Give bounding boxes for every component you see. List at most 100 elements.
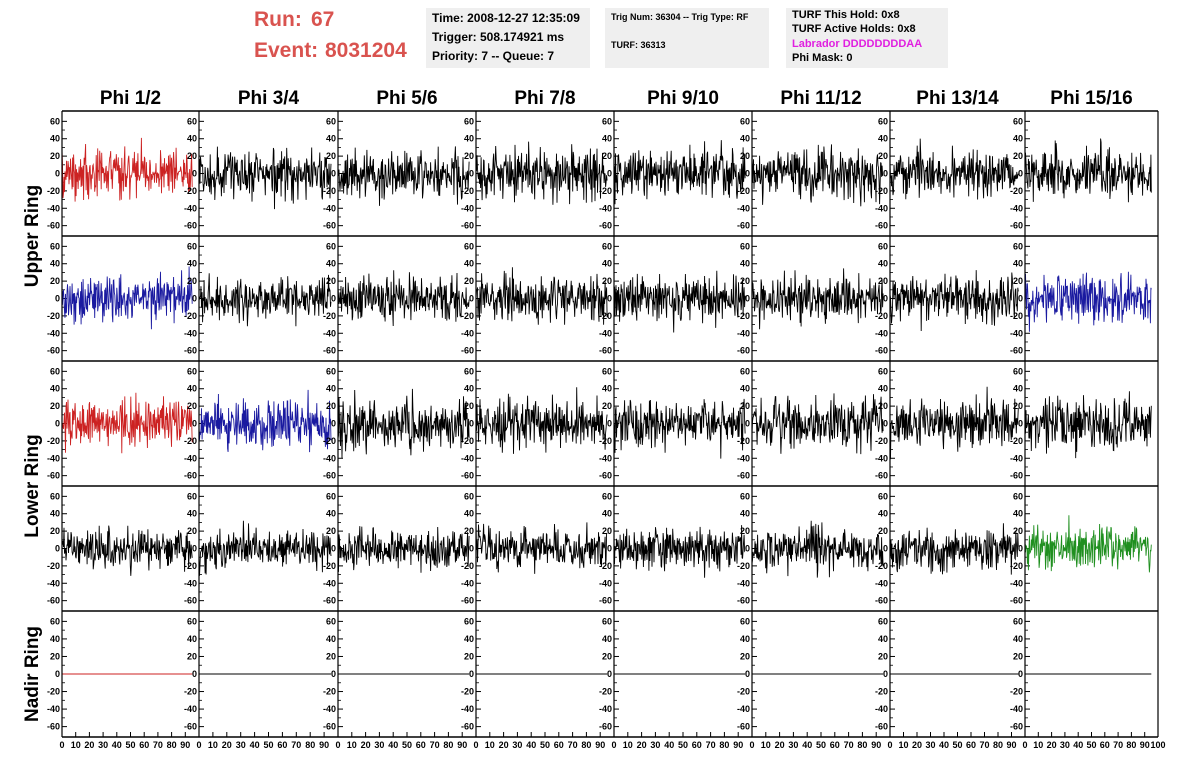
y-tick-label: 60	[602, 491, 612, 501]
x-tick-label: 60	[1100, 740, 1110, 750]
y-tick-label: -60	[599, 471, 612, 481]
y-tick-label: -20	[323, 687, 336, 697]
y-tick-label: 40	[326, 259, 336, 269]
x-tick-label: 50	[952, 740, 962, 750]
y-tick-label: 0	[607, 544, 612, 554]
y-tick-label: 20	[187, 276, 197, 286]
x-tick-label: 60	[416, 740, 426, 750]
y-tick-label: -40	[461, 453, 474, 463]
y-tick-label: -40	[875, 453, 888, 463]
y-tick-label: 0	[607, 419, 612, 429]
x-tick-label: 90	[180, 740, 190, 750]
y-tick-label: -40	[875, 203, 888, 213]
x-tick-label: 0	[473, 740, 478, 750]
y-tick-label: -60	[737, 346, 750, 356]
y-tick-label: -40	[184, 328, 197, 338]
y-tick-label: 20	[1013, 276, 1023, 286]
x-tick-label: 80	[857, 740, 867, 750]
turf-this-hold-text: TURF This Hold: 0x8	[792, 9, 900, 21]
y-tick-label: 40	[1013, 634, 1023, 644]
waveform-trace-r2-c6	[751, 268, 884, 330]
x-tick-label: 0	[335, 740, 340, 750]
x-tick-label: 50	[816, 740, 826, 750]
y-tick-label: -60	[599, 346, 612, 356]
y-tick-label: 20	[740, 276, 750, 286]
y-tick-label: 0	[745, 669, 750, 679]
y-tick-label: -40	[1010, 328, 1023, 338]
waveform-trace-r2-c7	[889, 270, 1019, 332]
y-tick-label: 0	[1018, 669, 1023, 679]
x-tick-label: 10	[1033, 740, 1043, 750]
y-tick-label: 60	[878, 366, 888, 376]
y-tick-label: 60	[878, 491, 888, 501]
y-tick-label: -20	[47, 561, 60, 571]
y-tick-label: 40	[464, 509, 474, 519]
y-tick-label: 40	[740, 634, 750, 644]
waveform-trace-r1-c6	[751, 144, 884, 207]
y-tick-label: 20	[878, 526, 888, 536]
y-tick-label: -60	[323, 722, 336, 732]
y-tick-label: 40	[50, 509, 60, 519]
y-tick-label: -60	[875, 722, 888, 732]
y-tick-label: -60	[875, 221, 888, 231]
waveform-trace-r4-c8	[1024, 515, 1152, 573]
x-tick-label: 50	[402, 740, 412, 750]
y-tick-label: -40	[184, 578, 197, 588]
y-tick-label: 60	[878, 116, 888, 126]
y-tick-label: 40	[602, 384, 612, 394]
waveform-trace-r2-c2	[198, 273, 332, 327]
y-tick-label: 40	[602, 134, 612, 144]
x-tick-label: 20	[222, 740, 232, 750]
y-tick-label: -40	[599, 328, 612, 338]
x-tick-label: 80	[443, 740, 453, 750]
y-tick-label: -60	[737, 471, 750, 481]
y-tick-label: -40	[461, 203, 474, 213]
y-tick-label: 20	[464, 526, 474, 536]
y-tick-label: 60	[740, 116, 750, 126]
waveform-trace-r1-c1	[61, 137, 193, 202]
y-tick-label: -40	[875, 578, 888, 588]
waveform-trace-r2-c8	[1024, 271, 1152, 332]
y-tick-label: 0	[745, 169, 750, 179]
y-tick-label: 20	[602, 526, 612, 536]
y-tick-label: -20	[599, 687, 612, 697]
y-tick-label: 60	[464, 241, 474, 251]
x-tick-label: 40	[802, 740, 812, 750]
y-tick-label: 0	[607, 169, 612, 179]
x-tick-label: 70	[568, 740, 578, 750]
y-tick-label: -20	[461, 311, 474, 321]
turf-info-box: TURF This Hold: 0x8 TURF Active Holds: 0…	[786, 8, 948, 68]
column-header-6: Phi 11/12	[780, 88, 861, 109]
y-tick-label: -40	[47, 578, 60, 588]
y-tick-label: -20	[875, 186, 888, 196]
y-tick-label: -60	[184, 346, 197, 356]
y-tick-label: -20	[47, 436, 60, 446]
x-tick-label: 50	[125, 740, 135, 750]
y-tick-label: 20	[187, 401, 197, 411]
y-tick-label: 0	[331, 294, 336, 304]
x-tick-label: 100	[1150, 740, 1165, 750]
y-tick-label: -20	[599, 561, 612, 571]
turf-active-holds-text: TURF Active Holds: 0x8	[792, 23, 916, 35]
y-tick-label: -20	[737, 561, 750, 571]
x-tick-label: 10	[347, 740, 357, 750]
y-tick-label: 60	[50, 366, 60, 376]
column-header-8: Phi 15/16	[1050, 88, 1132, 109]
y-tick-label: -60	[47, 722, 60, 732]
y-tick-label: -40	[323, 453, 336, 463]
y-tick-label: -60	[875, 596, 888, 606]
ring-label-3: Nadir Ring	[22, 626, 43, 722]
waveform-trace-r1-c4	[475, 141, 608, 205]
y-tick-label: 40	[740, 509, 750, 519]
y-tick-label: 40	[740, 384, 750, 394]
y-tick-label: 20	[740, 401, 750, 411]
waveform-trace-r4-c7	[890, 523, 1019, 575]
y-tick-label: 20	[1013, 651, 1023, 661]
y-tick-label: -60	[875, 471, 888, 481]
y-tick-label: 60	[464, 116, 474, 126]
x-tick-label: 20	[361, 740, 371, 750]
y-tick-label: 20	[602, 151, 612, 161]
y-tick-label: 60	[878, 241, 888, 251]
x-tick-label: 60	[554, 740, 564, 750]
